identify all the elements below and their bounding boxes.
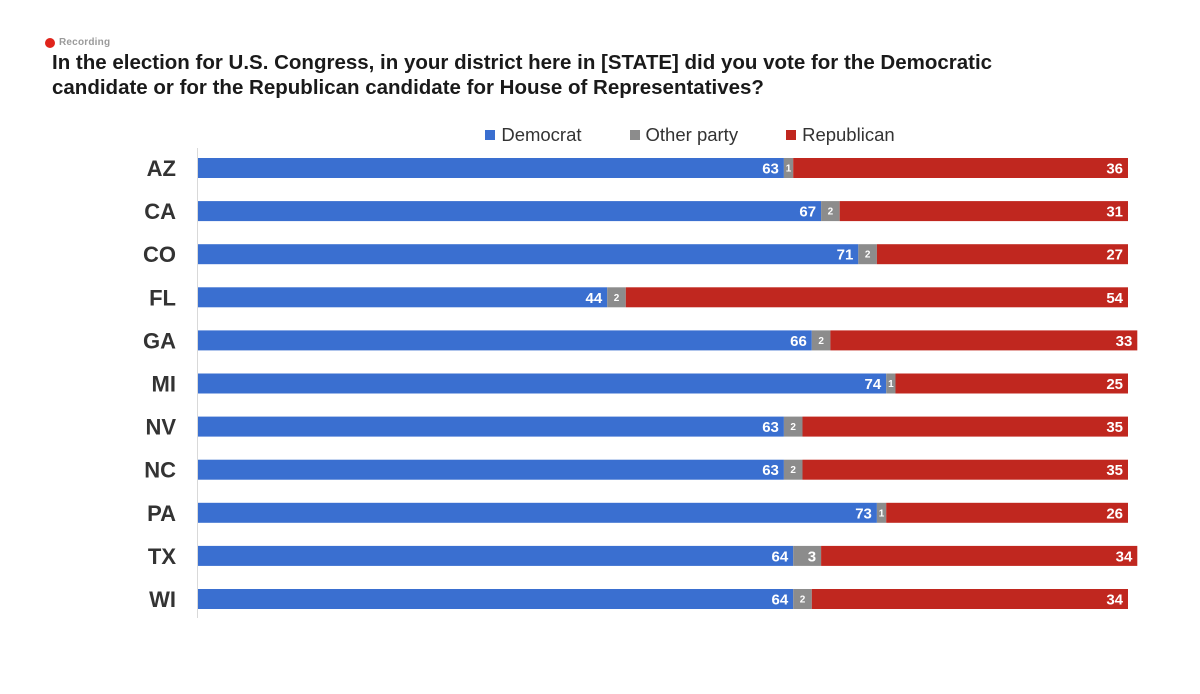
data-label-republican-ga: 33 [1116, 333, 1133, 350]
data-label-democrat-wi: 64 [772, 592, 789, 609]
category-label-pa: PA [147, 501, 176, 526]
data-label-republican-tx: 34 [1116, 548, 1133, 565]
data-label-democrat-az: 63 [762, 161, 779, 178]
bar-democrat-fl [198, 287, 608, 308]
bar-other-party-az [783, 158, 794, 178]
bar-republican-tx [821, 545, 1138, 566]
data-label-other-party-ga: 2 [818, 336, 824, 347]
bar-other-party-co [858, 244, 877, 265]
bar-other-party-mi [886, 373, 896, 394]
bar-democrat-nc [198, 459, 784, 480]
data-label-other-party-pa: 1 [879, 508, 885, 519]
recording-label: Recording [59, 37, 111, 48]
legend-item-democrat: Democrat [305, 124, 582, 146]
bar-republican-nc [802, 459, 1128, 480]
bar-republican-az [793, 158, 1128, 178]
bar-democrat-nv [198, 416, 784, 437]
data-label-democrat-mi: 74 [865, 376, 882, 393]
data-label-democrat-nv: 63 [762, 419, 779, 436]
data-label-other-party-wi: 2 [800, 595, 806, 606]
category-label-ga: GA [143, 328, 176, 353]
category-label-nv: NV [145, 415, 176, 440]
category-label-fl: FL [149, 285, 176, 310]
data-label-republican-wi: 34 [1106, 592, 1123, 609]
chart-title-line-2: candidate or for the Republican candidat… [52, 76, 764, 99]
category-label-mi: MI [152, 372, 176, 397]
data-label-other-party-ca: 2 [828, 207, 834, 218]
legend-swatch-other-party [629, 130, 640, 140]
bar-other-party-nc [783, 459, 803, 480]
bar-other-party-nv [783, 416, 803, 437]
bar-democrat-co [198, 244, 859, 265]
data-label-other-party-co: 2 [865, 250, 871, 261]
bar-democrat-mi [198, 373, 887, 394]
data-label-republican-az: 36 [1106, 161, 1123, 178]
bar-other-party-ca [821, 201, 840, 222]
bar-democrat-tx [198, 545, 794, 566]
bar-democrat-wi [198, 589, 794, 609]
bar-republican-ca [839, 201, 1128, 222]
data-label-republican-co: 27 [1106, 247, 1123, 264]
data-label-other-party-fl: 2 [614, 293, 620, 304]
data-label-other-party-tx: 3 [808, 548, 816, 565]
legend-label-democrat: Democrat [501, 124, 582, 145]
category-label-co: CO [143, 242, 176, 267]
legend-swatch-republican [786, 130, 797, 140]
bar-other-party-tx [793, 545, 822, 566]
category-label-az: AZ [147, 156, 176, 181]
chart-title: In the election for U.S. Congress, in yo… [52, 50, 1162, 100]
bar-other-party-wi [793, 589, 812, 609]
data-label-other-party-nv: 2 [790, 422, 796, 433]
data-label-republican-ca: 31 [1106, 204, 1123, 221]
chart-legend: Democrat Other party Republican [0, 124, 1200, 146]
data-label-democrat-fl: 44 [586, 290, 603, 307]
data-label-democrat-ca: 67 [799, 204, 816, 221]
bar-democrat-ga [198, 330, 812, 351]
data-label-democrat-tx: 64 [772, 548, 789, 565]
data-label-other-party-mi: 1 [888, 379, 894, 390]
bar-other-party-fl [607, 287, 626, 308]
category-label-tx: TX [148, 544, 176, 569]
data-label-democrat-ga: 66 [790, 333, 807, 350]
bar-democrat-az [198, 158, 784, 178]
bar-democrat-ca [198, 201, 822, 222]
bar-republican-mi [895, 373, 1128, 394]
data-label-democrat-co: 71 [837, 247, 854, 264]
data-label-republican-mi: 25 [1106, 376, 1123, 393]
bar-republican-nv [802, 416, 1128, 437]
category-label-nc: NC [144, 458, 176, 483]
category-label-ca: CA [144, 199, 176, 224]
category-label-wi: WI [149, 587, 176, 612]
data-label-republican-nc: 35 [1106, 462, 1123, 479]
legend-label-other-party: Other party [645, 124, 739, 145]
data-label-democrat-pa: 73 [855, 505, 872, 522]
bar-democrat-pa [198, 502, 877, 523]
chart-title-line-1: In the election for U.S. Congress, in yo… [52, 51, 993, 74]
recording-dot-icon [45, 37, 55, 48]
bar-other-party-pa [876, 502, 887, 523]
data-label-republican-nv: 35 [1106, 419, 1123, 436]
legend-item-other-party: Other party [629, 124, 739, 146]
bar-republican-fl [625, 287, 1128, 308]
data-label-republican-fl: 54 [1106, 290, 1123, 307]
legend-label-republican: Republican [802, 124, 895, 145]
legend-item-republican: Republican [786, 124, 895, 146]
bar-republican-pa [886, 502, 1128, 523]
bar-other-party-ga [811, 330, 831, 351]
data-label-democrat-nc: 63 [762, 462, 779, 479]
data-label-republican-pa: 26 [1106, 505, 1123, 522]
bar-republican-wi [811, 589, 1128, 609]
legend-swatch-democrat [485, 130, 496, 140]
bar-republican-ga [830, 330, 1138, 351]
data-label-other-party-az: 1 [786, 164, 792, 175]
bar-republican-co [876, 244, 1128, 265]
data-label-other-party-nc: 2 [790, 465, 796, 476]
recording-indicator: Recording [45, 37, 110, 48]
